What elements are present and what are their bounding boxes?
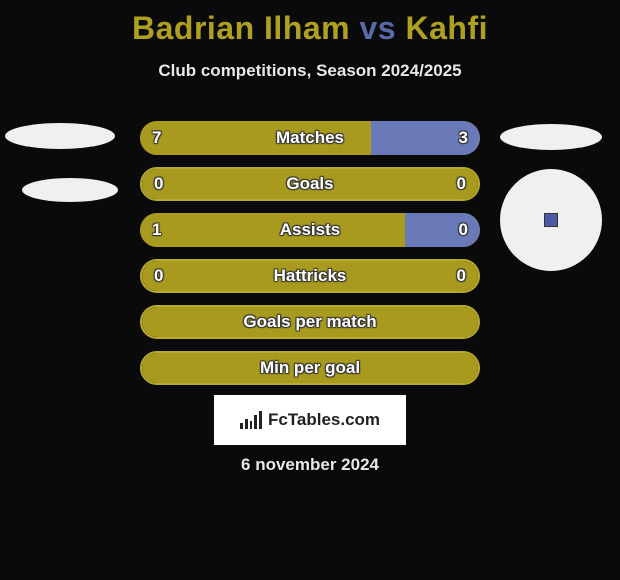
stat-value-left: 0 bbox=[154, 174, 163, 194]
stat-label: Hattricks bbox=[274, 266, 347, 286]
title-player2: Kahfi bbox=[405, 10, 488, 46]
subtitle: Club competitions, Season 2024/2025 bbox=[0, 61, 620, 81]
stat-row: 0 0 Goals bbox=[140, 167, 480, 201]
stat-row: Goals per match bbox=[140, 305, 480, 339]
stat-fill-right bbox=[405, 213, 480, 247]
branding-chart-icon bbox=[240, 411, 262, 429]
stat-fill-left bbox=[140, 213, 405, 247]
comparison-rows: 7 3 Matches 0 0 Goals 1 0 Assists 0 0 Hattricks Goal… bbox=[140, 121, 480, 397]
branding-badge: FcTables.com bbox=[214, 395, 406, 445]
stat-value-right: 0 bbox=[457, 174, 466, 194]
page-title: Badrian Ilham vs Kahfi bbox=[0, 0, 620, 47]
stat-row: 7 3 Matches bbox=[140, 121, 480, 155]
stat-label: Goals bbox=[286, 174, 333, 194]
stat-label: Min per goal bbox=[260, 358, 360, 378]
avatar-placeholder-right-top bbox=[500, 124, 602, 150]
stat-row: 1 0 Assists bbox=[140, 213, 480, 247]
avatar-placeholder-left-1 bbox=[5, 123, 115, 149]
stat-row: 0 0 Hattricks bbox=[140, 259, 480, 293]
stat-label: Matches bbox=[276, 128, 344, 148]
stat-value-right: 3 bbox=[459, 128, 468, 148]
stat-label: Assists bbox=[280, 220, 340, 240]
stat-value-right: 0 bbox=[459, 220, 468, 240]
club-badge-right bbox=[500, 169, 602, 271]
club-badge-icon bbox=[544, 213, 558, 227]
stat-value-left: 0 bbox=[154, 266, 163, 286]
avatar-placeholder-left-2 bbox=[22, 178, 118, 202]
stat-row: Min per goal bbox=[140, 351, 480, 385]
title-vs: vs bbox=[360, 10, 397, 46]
stat-value-right: 0 bbox=[457, 266, 466, 286]
stat-label: Goals per match bbox=[243, 312, 376, 332]
branding-text: FcTables.com bbox=[268, 410, 380, 430]
stat-value-left: 1 bbox=[152, 220, 161, 240]
date-stamp: 6 november 2024 bbox=[241, 455, 379, 475]
stat-value-left: 7 bbox=[152, 128, 161, 148]
title-player1: Badrian Ilham bbox=[132, 10, 350, 46]
